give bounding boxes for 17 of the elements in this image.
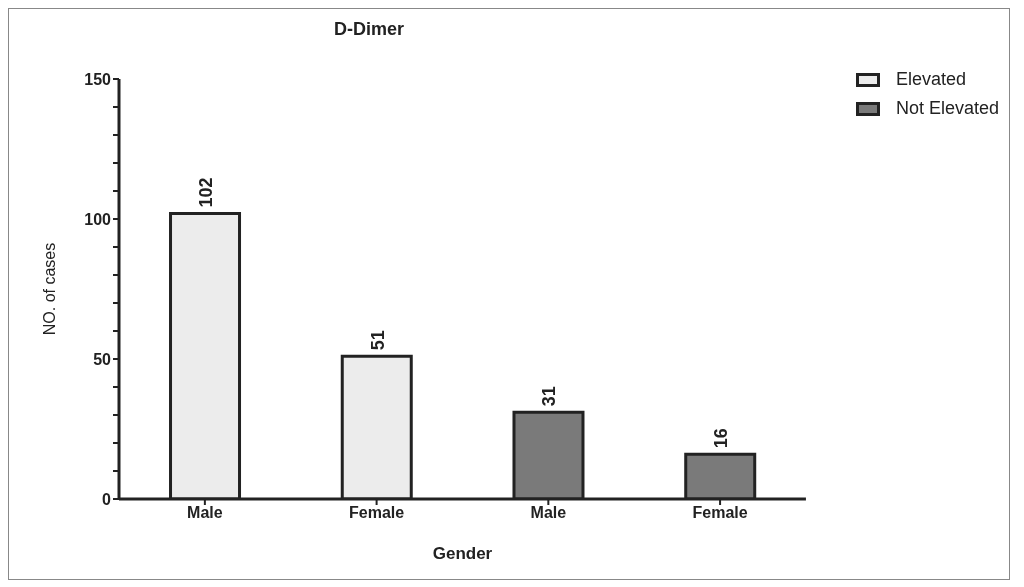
x-axis-title: Gender — [432, 544, 493, 563]
chart-title: D-Dimer — [333, 19, 405, 40]
y-tick-label: 150 — [84, 70, 112, 88]
data-label: 16 — [711, 428, 732, 449]
legend-label: Not Elevated — [894, 98, 999, 119]
y-tick-label: 0 — [102, 490, 112, 508]
x-tick-label: Male — [187, 504, 223, 522]
y-tick-label: 50 — [93, 350, 112, 368]
data-label: 102 — [196, 177, 217, 208]
legend-label: Elevated — [894, 69, 967, 90]
x-tick-label: Female — [349, 504, 405, 522]
data-label: 31 — [539, 386, 560, 407]
x-tick-label: Female — [692, 504, 748, 522]
y-axis-title: NO. of cases — [40, 242, 58, 336]
data-label: 51 — [367, 330, 388, 351]
y-tick-label: 100 — [84, 210, 112, 228]
x-tick-label: Male — [530, 504, 567, 522]
